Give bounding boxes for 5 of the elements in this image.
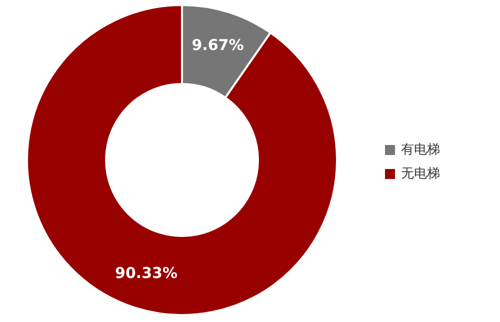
legend-label: 无电梯 — [401, 166, 440, 182]
donut-slice — [26, 4, 338, 316]
data-label: 9.67% — [192, 36, 244, 54]
legend-label: 有电梯 — [401, 142, 440, 158]
data-label: 90.33% — [115, 264, 178, 282]
